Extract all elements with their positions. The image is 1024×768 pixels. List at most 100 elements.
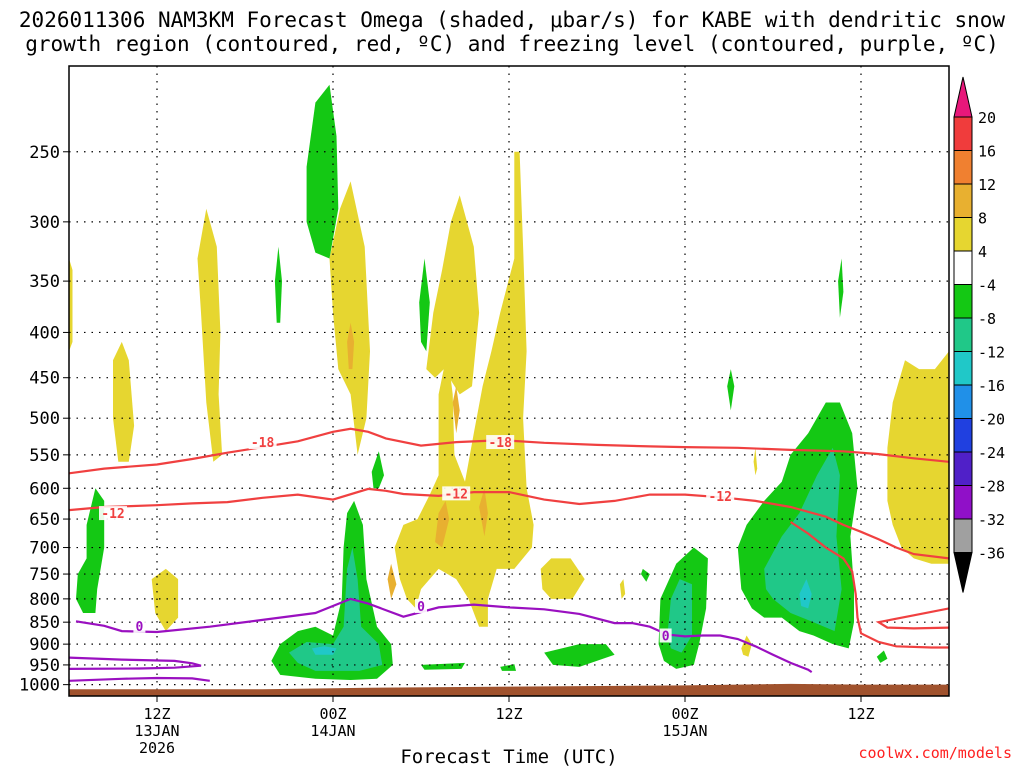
contour-label-bg xyxy=(706,488,735,503)
contour-label: 0 xyxy=(135,620,143,635)
colorbar-box xyxy=(953,317,973,352)
x-tick-label: 12Z xyxy=(143,705,170,723)
descent-yellow-region xyxy=(197,208,223,462)
ascent-cyan-region xyxy=(311,646,337,655)
colorbar-label: -4 xyxy=(978,277,996,295)
y-tick-label: 1000 xyxy=(19,676,60,696)
colorbar-box xyxy=(953,451,973,486)
descent-orange-region xyxy=(435,500,450,548)
colorbar-label: -8 xyxy=(978,310,996,328)
x-tick-label: 2026 xyxy=(139,739,175,757)
contour-label: -18 xyxy=(488,436,512,451)
descent-yellow-region xyxy=(426,195,480,395)
contour-label-bg xyxy=(248,435,277,450)
terrain-fill xyxy=(69,683,949,696)
dgz-contour-line xyxy=(875,607,949,630)
colorbar-box xyxy=(953,217,973,252)
colorbar-label: -16 xyxy=(978,377,1005,395)
ascent-green-region xyxy=(727,369,735,411)
colorbar-label: -28 xyxy=(978,478,1005,496)
ascent-green-region xyxy=(371,451,384,489)
colorbar-label: -24 xyxy=(978,444,1005,462)
y-tick-label: 900 xyxy=(29,635,60,655)
contour-label-bg xyxy=(442,486,471,501)
y-tick-label: 800 xyxy=(29,590,60,610)
colorbar-box xyxy=(953,518,973,553)
colorbar-label: -20 xyxy=(978,411,1005,429)
y-tick-label: 950 xyxy=(29,656,60,676)
descent-orange-region xyxy=(347,322,355,370)
colorbar-label: 20 xyxy=(978,109,996,127)
omega-shading-layer xyxy=(69,84,949,680)
freezing-level-contour-line xyxy=(69,656,202,670)
colorbar-label: 4 xyxy=(978,243,987,261)
y-tick-label: 600 xyxy=(29,479,60,499)
contour-label: -12 xyxy=(101,507,124,522)
chart-title-line-2: growth region (contoured, red, ºC) and f… xyxy=(25,32,999,56)
y-tick-label: 500 xyxy=(29,409,60,429)
y-tick-label: 850 xyxy=(29,613,60,633)
x-tick-label: 00Z xyxy=(671,705,698,723)
contour-label: 0 xyxy=(417,600,425,615)
y-tick-label: 700 xyxy=(29,539,60,559)
ascent-green-region xyxy=(76,488,105,613)
y-tick-label: 350 xyxy=(29,272,60,292)
colorbar-label: 8 xyxy=(978,210,987,228)
ascent-green-region xyxy=(641,568,650,582)
x-tick-label: 12Z xyxy=(495,705,522,723)
contour-label-bg xyxy=(133,618,146,633)
x-tick-label: 00Z xyxy=(319,705,346,723)
contour-label: 0 xyxy=(662,630,670,645)
descent-yellow-region xyxy=(753,447,758,476)
grid-layer xyxy=(69,66,949,696)
colorbar-box xyxy=(953,418,973,453)
y-tick-label: 400 xyxy=(29,323,60,343)
contour-label-bg xyxy=(415,599,427,614)
descent-orange-region xyxy=(387,563,397,599)
contour-label-bg xyxy=(659,628,672,643)
ascent-green-region xyxy=(544,644,615,667)
contour-label-bg xyxy=(486,435,515,450)
ascent-teal-region xyxy=(289,547,383,671)
contour-label: -12 xyxy=(444,487,467,502)
freezing-level-contour-line xyxy=(75,597,813,674)
y-tick-label: 750 xyxy=(29,565,60,585)
dgz-contour-line xyxy=(69,427,949,475)
colorbar-label: 16 xyxy=(978,143,996,161)
colorbar-top-triangle xyxy=(953,76,973,118)
ascent-green-region xyxy=(500,664,516,671)
colorbar-label: -32 xyxy=(978,511,1005,529)
colorbar-box xyxy=(953,485,973,520)
contour-layer: -18 -18 -12 -12 -12 0 0 0 xyxy=(69,427,949,682)
colorbar-label: -12 xyxy=(978,344,1005,362)
descent-yellow-region xyxy=(151,568,179,632)
descent-yellow-region xyxy=(394,151,534,627)
descent-yellow-region xyxy=(619,579,626,599)
contour-label: -12 xyxy=(708,490,731,505)
colorbar-box xyxy=(953,351,973,386)
colorbar-box xyxy=(953,183,973,218)
ascent-green-region xyxy=(876,650,888,663)
descent-yellow-region xyxy=(113,341,135,462)
ascent-green-region xyxy=(421,662,465,670)
contour-label: -18 xyxy=(251,436,275,451)
x-tick-label: 14JAN xyxy=(310,722,355,740)
colorbar-box xyxy=(953,284,973,319)
freezing-level-contour-line xyxy=(69,676,210,682)
y-tick-label: 250 xyxy=(29,143,60,163)
credit-text: coolwx.com/models xyxy=(858,744,1012,762)
descent-orange-region xyxy=(479,488,488,537)
ascent-green-region xyxy=(274,246,282,323)
ascent-cyan-region xyxy=(799,579,812,609)
colorbar-box xyxy=(953,150,973,185)
y-tick-label: 450 xyxy=(29,369,60,389)
chart-title-line-1: 2026011306 NAM3KM Forecast Omega (shaded… xyxy=(18,8,1006,32)
x-tick-label: 13JAN xyxy=(134,722,179,740)
descent-yellow-region xyxy=(540,558,585,599)
colorbar-box xyxy=(953,250,973,285)
colorbar-label: 12 xyxy=(978,176,996,194)
x-axis-title: Forecast Time (UTC) xyxy=(400,746,618,768)
colorbar-label: -36 xyxy=(978,545,1005,563)
